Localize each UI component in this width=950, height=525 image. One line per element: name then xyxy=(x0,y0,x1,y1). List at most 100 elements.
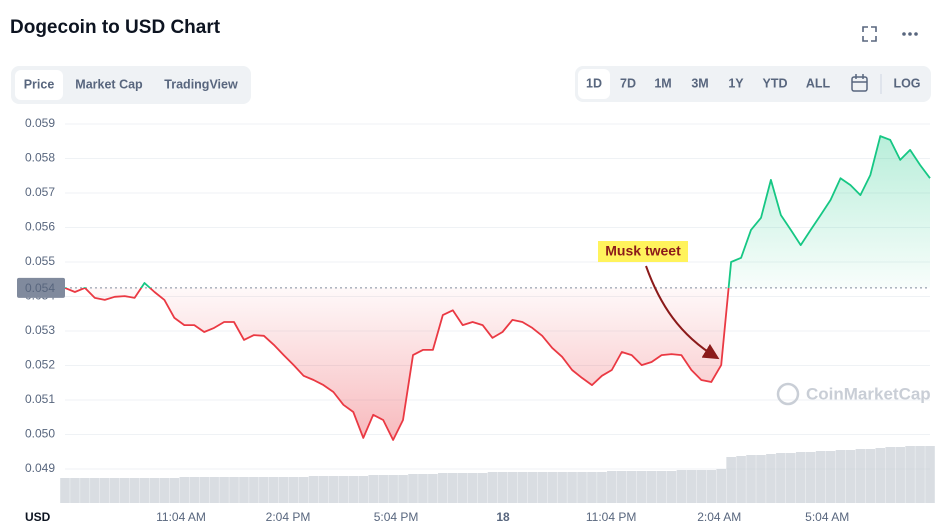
volume-bar xyxy=(338,476,349,503)
x-tick-label: 2:04 AM xyxy=(697,510,741,524)
range-button[interactable]: 7D xyxy=(620,76,636,90)
volume-bar xyxy=(905,446,915,503)
y-tick-label: 0.050 xyxy=(25,427,55,441)
volume-bar xyxy=(179,477,190,503)
volume-bar xyxy=(766,454,776,503)
volume-bar xyxy=(129,478,140,503)
y-tick-label: 0.056 xyxy=(25,220,55,234)
volume-bar xyxy=(805,452,816,503)
volume-bar xyxy=(318,476,329,503)
watermark-logo xyxy=(776,382,800,406)
annotation-arrow xyxy=(645,265,720,360)
volume-bar xyxy=(348,476,359,503)
volume-bar xyxy=(418,474,428,503)
volume-bar xyxy=(636,471,647,503)
volume-bar xyxy=(447,473,458,503)
more-icon[interactable] xyxy=(902,32,918,36)
volume-bar xyxy=(517,472,528,503)
volume-bar xyxy=(80,478,90,503)
baseline-label: 0.054 xyxy=(25,281,55,295)
x-tick-label: 5:04 PM xyxy=(374,510,419,524)
volume-bar xyxy=(756,455,766,503)
volume-bar xyxy=(368,475,379,503)
volume-bar xyxy=(249,477,259,503)
volume-bar xyxy=(388,475,398,503)
volume-bar xyxy=(597,472,607,503)
volume-bar xyxy=(298,477,309,503)
volume-bar xyxy=(776,453,786,503)
annotation-box xyxy=(598,241,688,262)
volume-bar xyxy=(666,471,677,503)
volume-bar xyxy=(457,473,468,503)
y-tick-label: 0.057 xyxy=(25,185,55,199)
volume-bar xyxy=(90,478,100,503)
tab[interactable]: Market Cap xyxy=(75,77,143,91)
volume-bar xyxy=(288,477,299,503)
volume-bar xyxy=(547,472,557,503)
volume-bar xyxy=(825,451,836,503)
tab[interactable]: TradingView xyxy=(164,77,238,91)
tab[interactable]: Price xyxy=(24,77,55,91)
volume-bar xyxy=(557,472,567,503)
range-button[interactable]: 1M xyxy=(654,76,671,90)
volume-bar xyxy=(726,457,736,503)
watermark: CoinMarketCap xyxy=(806,384,931,403)
y-tick-label: 0.051 xyxy=(25,392,55,406)
volume-bar xyxy=(159,478,170,503)
volume-bar xyxy=(149,478,160,503)
range-button[interactable]: 3M xyxy=(691,76,708,90)
volume-bar xyxy=(656,471,667,503)
volume-bar xyxy=(378,475,388,503)
y-tick-label: 0.052 xyxy=(25,358,55,372)
volume-bar xyxy=(398,475,408,503)
volume-bar xyxy=(567,472,577,503)
y-tick-label: 0.049 xyxy=(25,461,55,475)
y-tick-label: 0.053 xyxy=(25,323,55,337)
tab-selected xyxy=(15,70,63,100)
annotation: Musk tweet xyxy=(605,243,681,259)
x-tick-label: 11:04 AM xyxy=(156,510,206,524)
range-button[interactable]: ALL xyxy=(806,76,831,90)
volume-bar xyxy=(616,471,627,503)
volume-bar xyxy=(885,447,896,503)
volume-bar xyxy=(865,449,876,503)
volume-bar xyxy=(438,473,448,503)
volume-bar xyxy=(835,450,846,503)
log-button[interactable]: LOG xyxy=(893,76,920,90)
volume-bar xyxy=(815,451,826,503)
volume-bar xyxy=(199,477,209,503)
volume-bar xyxy=(676,470,687,503)
x-tick-label: 2:04 PM xyxy=(266,510,311,524)
volume-bar xyxy=(607,471,617,503)
x-tick-label: 5:04 AM xyxy=(805,510,849,524)
volume-bar xyxy=(268,477,279,503)
volume-bar xyxy=(507,472,518,503)
baseline-label-box xyxy=(17,277,65,298)
range-button[interactable]: YTD xyxy=(763,76,788,90)
volume-bar xyxy=(467,473,478,503)
volume-bar xyxy=(487,472,498,503)
volume-bar xyxy=(477,473,488,503)
volume-bar xyxy=(99,478,110,503)
range-button[interactable]: 1Y xyxy=(728,76,744,90)
volume-bar xyxy=(646,471,657,503)
range-selected xyxy=(578,69,610,99)
volume-bar xyxy=(527,472,538,503)
volume-bar xyxy=(189,477,200,503)
volume-bar xyxy=(139,478,150,503)
volume-bar xyxy=(60,478,70,503)
calendar-icon[interactable] xyxy=(851,74,868,92)
volume-bar xyxy=(736,456,746,503)
range-button[interactable]: 1D xyxy=(586,76,602,90)
y-tick-label: 0.055 xyxy=(25,254,55,268)
price-line xyxy=(64,135,931,441)
y-tick-label: 0.059 xyxy=(25,116,55,130)
fullscreen-icon[interactable] xyxy=(862,26,877,42)
volume-bar xyxy=(119,478,130,503)
volume-bar xyxy=(746,455,756,503)
volume-bar xyxy=(895,447,905,503)
volume-bar xyxy=(408,474,418,503)
volume-bar xyxy=(915,446,925,503)
